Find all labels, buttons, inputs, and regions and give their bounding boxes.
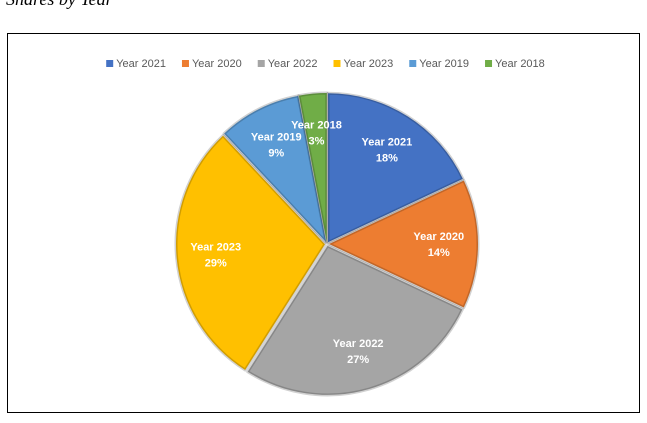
data-label-value: 14% <box>428 247 450 259</box>
pie-slice <box>174 134 327 372</box>
data-label-value: 9% <box>268 147 284 159</box>
data-label-name: Year 2019 <box>251 131 302 143</box>
data-label-name: Year 2018 <box>291 120 342 132</box>
caption: Shares by Year <box>6 0 113 10</box>
legend-swatch <box>106 60 114 67</box>
legend-label: Year 2023 <box>344 58 394 70</box>
legend-swatch <box>181 60 189 67</box>
pie-slice <box>297 91 329 244</box>
legend-swatch <box>333 60 341 67</box>
data-label-name: Year 2023 <box>190 241 241 253</box>
legend-swatch <box>257 60 265 67</box>
legend-label: Year 2021 <box>116 58 166 70</box>
legend-swatch <box>485 60 493 67</box>
legend-label: Year 2020 <box>192 58 242 70</box>
pie-slice <box>326 91 465 244</box>
legend: Year 2021 Year 2020 Year 2022 Year 2023 Year… <box>106 58 545 70</box>
legend-label: Year 2018 <box>495 58 545 70</box>
data-label-value: 27% <box>347 354 369 366</box>
pie-slice <box>327 179 480 309</box>
data-label-value: 29% <box>205 257 227 269</box>
pie-slice <box>246 244 464 397</box>
data-label-name: Year 2021 <box>361 137 412 149</box>
data-label-value: 3% <box>309 136 325 148</box>
data-label-value: 18% <box>376 153 398 165</box>
legend-label: Year 2019 <box>419 58 469 70</box>
legend-swatch <box>409 60 417 67</box>
data-label-name: Year 2020 <box>413 231 464 243</box>
data-label-name: Year 2022 <box>333 338 384 350</box>
pie-slice <box>222 94 328 244</box>
legend-label: Year 2022 <box>268 58 318 70</box>
